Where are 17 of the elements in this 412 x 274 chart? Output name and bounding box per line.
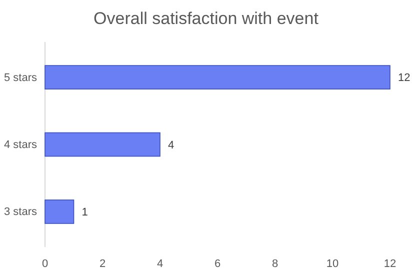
x-tick-label: 0	[42, 258, 48, 270]
data-label: 12	[398, 72, 410, 84]
x-tick-label: 2	[99, 258, 106, 270]
x-tick-label: 4	[156, 258, 164, 270]
data-label: 4	[168, 139, 174, 152]
x-tick-label: 10	[326, 258, 339, 270]
x-tick-label: 6	[214, 258, 221, 270]
y-tick-label: 3 stars	[4, 206, 38, 218]
x-tick-label: 8	[272, 258, 278, 270]
bar	[44, 65, 390, 90]
y-tick-label: 5 stars	[4, 72, 38, 84]
bar	[44, 200, 74, 224]
x-tick-label: 12	[384, 258, 396, 270]
y-tick-label: 4 stars	[4, 139, 38, 152]
data-label: 1	[82, 206, 88, 219]
bar	[44, 132, 160, 157]
chart-title: Overall satisfaction with event	[94, 9, 319, 28]
